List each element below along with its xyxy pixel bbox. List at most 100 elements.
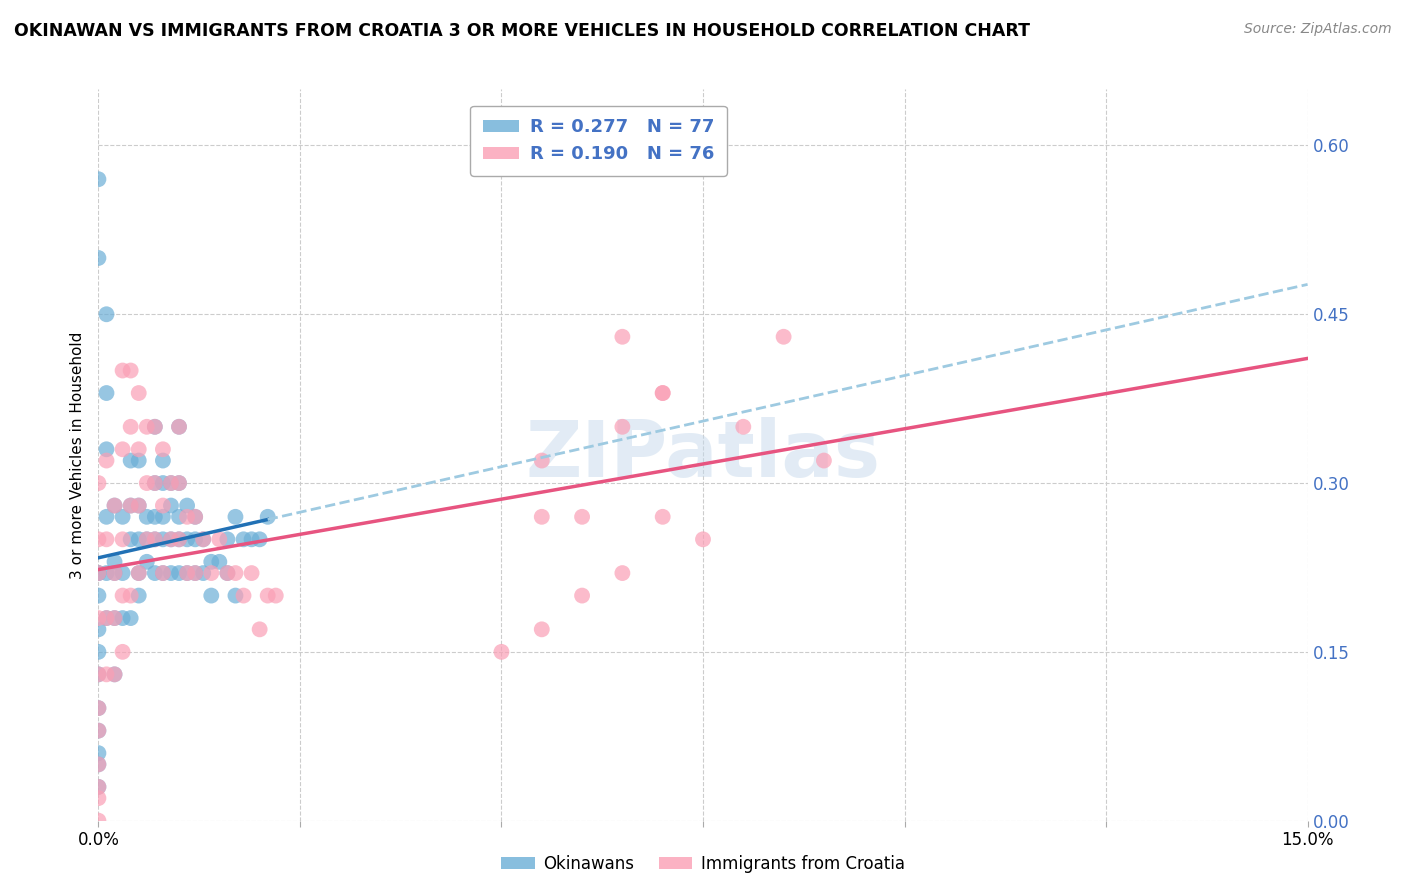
Point	[167, 476, 190, 491]
Point	[152, 566, 174, 580]
Point	[208, 533, 231, 547]
Point	[143, 533, 166, 547]
Point	[135, 533, 157, 547]
Point	[571, 509, 593, 524]
Point	[167, 509, 190, 524]
Point	[120, 499, 142, 513]
Point	[530, 623, 553, 637]
Legend: R = 0.277   N = 77, R = 0.190   N = 76: R = 0.277 N = 77, R = 0.190 N = 76	[470, 105, 727, 176]
Point	[87, 780, 110, 794]
Point	[103, 667, 125, 681]
Point	[128, 589, 150, 603]
Point	[96, 611, 118, 625]
Point	[87, 701, 110, 715]
Point	[160, 476, 183, 491]
Point	[249, 623, 271, 637]
Point	[87, 533, 110, 547]
Point	[200, 555, 222, 569]
Point	[87, 701, 110, 715]
Point	[120, 419, 142, 434]
Point	[256, 589, 278, 603]
Point	[87, 667, 110, 681]
Point	[87, 566, 110, 580]
Point	[143, 476, 166, 491]
Point	[96, 667, 118, 681]
Point	[96, 453, 118, 467]
Point	[167, 533, 190, 547]
Point	[160, 566, 183, 580]
Point	[167, 419, 190, 434]
Point	[152, 533, 174, 547]
Point	[651, 386, 673, 401]
Point	[160, 533, 183, 547]
Point	[87, 746, 110, 760]
Point	[152, 566, 174, 580]
Point	[120, 589, 142, 603]
Point	[103, 667, 125, 681]
Point	[103, 499, 125, 513]
Point	[184, 533, 207, 547]
Point	[176, 566, 198, 580]
Point	[87, 476, 110, 491]
Point	[87, 757, 110, 772]
Point	[103, 499, 125, 513]
Point	[111, 589, 134, 603]
Point	[87, 780, 110, 794]
Point	[224, 509, 246, 524]
Point	[651, 509, 673, 524]
Point	[103, 611, 125, 625]
Point	[217, 566, 239, 580]
Point	[160, 533, 183, 547]
Point	[96, 533, 118, 547]
Point	[87, 814, 110, 828]
Point	[128, 386, 150, 401]
Point	[200, 566, 222, 580]
Point	[103, 566, 125, 580]
Point	[111, 533, 134, 547]
Point	[135, 555, 157, 569]
Point	[612, 419, 634, 434]
Point	[612, 566, 634, 580]
Point	[491, 645, 513, 659]
Point	[184, 509, 207, 524]
Point	[128, 442, 150, 457]
Point	[813, 453, 835, 467]
Point	[87, 645, 110, 659]
Point	[96, 509, 118, 524]
Point	[120, 453, 142, 467]
Point	[128, 566, 150, 580]
Point	[87, 623, 110, 637]
Point	[167, 566, 190, 580]
Point	[152, 509, 174, 524]
Point	[128, 499, 150, 513]
Point	[135, 419, 157, 434]
Point	[152, 476, 174, 491]
Point	[103, 555, 125, 569]
Point	[103, 566, 125, 580]
Point	[256, 509, 278, 524]
Point	[240, 566, 263, 580]
Point	[111, 611, 134, 625]
Point	[96, 386, 118, 401]
Point	[651, 386, 673, 401]
Point	[733, 419, 755, 434]
Text: ZIPatlas: ZIPatlas	[526, 417, 880, 493]
Point	[176, 533, 198, 547]
Point	[120, 363, 142, 377]
Point	[120, 611, 142, 625]
Point	[96, 566, 118, 580]
Point	[240, 533, 263, 547]
Point	[143, 533, 166, 547]
Point	[96, 611, 118, 625]
Point	[120, 533, 142, 547]
Point	[87, 566, 110, 580]
Point	[176, 509, 198, 524]
Point	[135, 533, 157, 547]
Text: OKINAWAN VS IMMIGRANTS FROM CROATIA 3 OR MORE VEHICLES IN HOUSEHOLD CORRELATION : OKINAWAN VS IMMIGRANTS FROM CROATIA 3 OR…	[14, 22, 1031, 40]
Point	[184, 566, 207, 580]
Point	[103, 611, 125, 625]
Point	[264, 589, 287, 603]
Y-axis label: 3 or more Vehicles in Household: 3 or more Vehicles in Household	[69, 331, 84, 579]
Point	[87, 723, 110, 738]
Point	[232, 589, 254, 603]
